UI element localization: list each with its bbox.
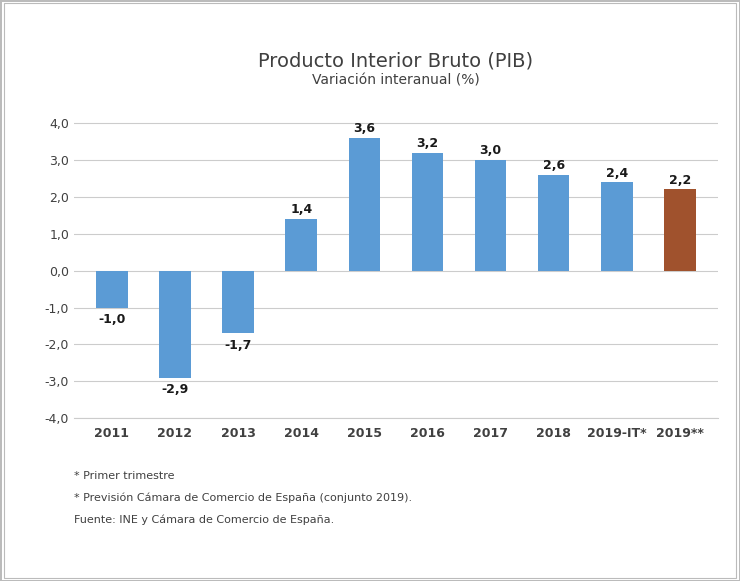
Bar bbox=[96, 271, 128, 307]
Text: * Previsión Cámara de Comercio de España (conjunto 2019).: * Previsión Cámara de Comercio de España… bbox=[74, 493, 412, 503]
Text: 2,2: 2,2 bbox=[669, 174, 691, 187]
Text: -1,0: -1,0 bbox=[98, 313, 126, 326]
Text: -1,7: -1,7 bbox=[224, 339, 252, 352]
Text: Producto Interior Bruto (PIB): Producto Interior Bruto (PIB) bbox=[258, 52, 534, 70]
Bar bbox=[349, 138, 380, 271]
Text: Fuente: INE y Cámara de Comercio de España.: Fuente: INE y Cámara de Comercio de Espa… bbox=[74, 515, 334, 525]
Text: 2,6: 2,6 bbox=[542, 159, 565, 172]
Text: Variación interanual (%): Variación interanual (%) bbox=[312, 73, 480, 87]
Text: -2,9: -2,9 bbox=[161, 383, 189, 396]
Bar bbox=[286, 219, 317, 271]
Bar bbox=[475, 160, 506, 271]
Text: 2,4: 2,4 bbox=[605, 167, 628, 180]
Bar bbox=[222, 271, 254, 333]
Bar bbox=[665, 189, 696, 271]
Bar bbox=[159, 271, 191, 378]
Bar bbox=[538, 175, 570, 271]
Text: 3,2: 3,2 bbox=[417, 137, 439, 150]
Bar bbox=[601, 182, 633, 271]
Text: * Primer trimestre: * Primer trimestre bbox=[74, 471, 175, 481]
Bar bbox=[411, 153, 443, 271]
Text: 3,6: 3,6 bbox=[353, 122, 375, 135]
Text: 1,4: 1,4 bbox=[290, 203, 312, 216]
Text: 3,0: 3,0 bbox=[480, 144, 502, 157]
